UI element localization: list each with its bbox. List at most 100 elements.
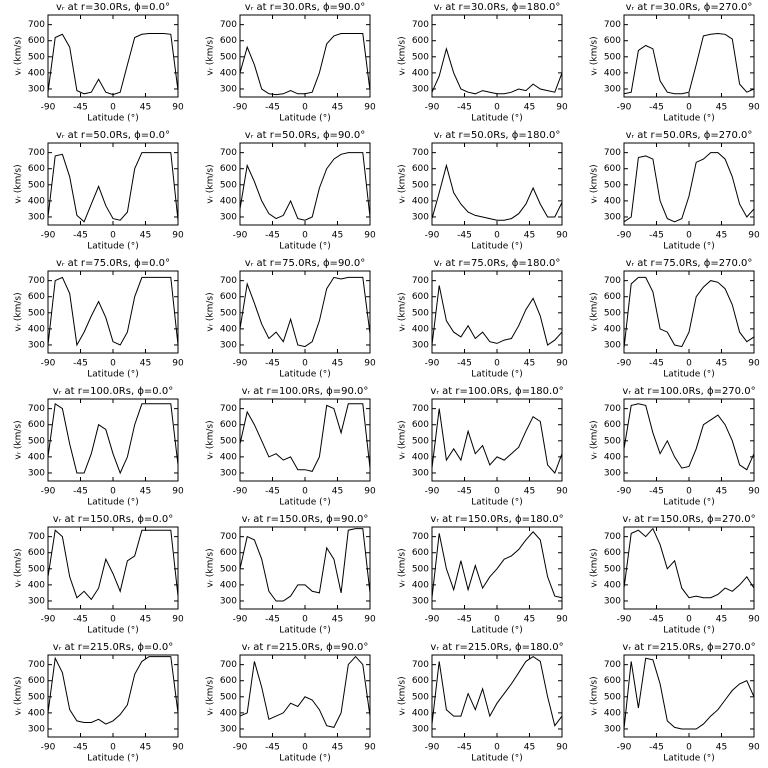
x-tick-label: 45 xyxy=(524,743,535,753)
y-tick-label: 600 xyxy=(220,676,237,686)
plot-frame xyxy=(239,14,371,98)
x-tick-label: 45 xyxy=(140,231,151,241)
y-tick-label: 600 xyxy=(604,164,621,174)
data-line xyxy=(239,655,371,728)
panel-title: vᵣ at r=30.0Rs, ϕ=90.0° xyxy=(245,2,365,13)
x-tick-label: 90 xyxy=(172,103,184,113)
y-tick-label: 700 xyxy=(28,532,45,542)
y-tick-label: 700 xyxy=(412,276,429,286)
x-tick-label: 45 xyxy=(716,487,727,497)
x-tick-label: -45 xyxy=(457,487,472,497)
y-tick-label: 700 xyxy=(604,20,621,30)
x-tick-label: 90 xyxy=(364,615,376,625)
y-tick-label: 300 xyxy=(412,596,429,606)
x-tick-label: -45 xyxy=(649,487,664,497)
x-tick-label: 45 xyxy=(524,103,535,113)
x-tick-label: -45 xyxy=(457,231,472,241)
x-axis-label: Latitude (°) xyxy=(471,754,522,764)
y-tick-label: 500 xyxy=(604,52,621,62)
x-tick-label: 45 xyxy=(524,487,535,497)
y-tick-label: 400 xyxy=(28,324,45,334)
x-tick-label: -90 xyxy=(233,359,248,369)
y-tick-label: 300 xyxy=(28,724,45,734)
y-tick-label: 400 xyxy=(28,708,45,718)
y-tick-label: 700 xyxy=(604,404,621,414)
y-axis-label: vᵣ (km/s) xyxy=(206,420,216,459)
y-tick-label: 600 xyxy=(28,164,45,174)
y-tick-label: 700 xyxy=(220,532,237,542)
y-tick-label: 500 xyxy=(604,436,621,446)
x-tick-label: 45 xyxy=(140,487,151,497)
y-tick-label: 500 xyxy=(604,692,621,702)
x-tick-label: 0 xyxy=(110,103,116,113)
x-tick-label: -90 xyxy=(41,359,56,369)
x-tick-label: -90 xyxy=(41,743,56,753)
y-axis-label: vᵣ (km/s) xyxy=(14,548,24,587)
x-axis-label: Latitude (°) xyxy=(471,626,522,636)
x-tick-label: -45 xyxy=(73,231,88,241)
y-tick-label: 700 xyxy=(604,532,621,542)
y-axis-label: vᵣ (km/s) xyxy=(590,420,600,459)
y-tick-label: 300 xyxy=(220,340,237,350)
y-tick-label: 300 xyxy=(604,212,621,222)
data-line xyxy=(239,33,371,96)
x-tick-label: 90 xyxy=(364,487,376,497)
y-tick-label: 700 xyxy=(28,660,45,670)
y-tick-label: 400 xyxy=(604,580,621,590)
y-tick-label: 700 xyxy=(412,660,429,670)
x-axis-label: Latitude (°) xyxy=(663,114,714,124)
x-tick-label: 45 xyxy=(332,231,343,241)
data-line xyxy=(47,656,179,725)
x-axis-label: Latitude (°) xyxy=(279,626,330,636)
x-tick-label: 90 xyxy=(748,615,760,625)
x-axis-label: Latitude (°) xyxy=(279,114,330,124)
y-axis-label: vᵣ (km/s) xyxy=(590,548,600,587)
x-tick-label: -90 xyxy=(617,103,632,113)
data-line xyxy=(239,403,371,472)
plot-frame xyxy=(431,14,563,98)
y-tick-label: 400 xyxy=(220,68,237,78)
plot-frame xyxy=(623,654,755,738)
x-tick-label: -45 xyxy=(73,359,88,369)
data-line xyxy=(239,276,371,348)
x-tick-label: 0 xyxy=(302,103,308,113)
data-line xyxy=(623,276,755,349)
x-tick-label: 90 xyxy=(556,615,568,625)
y-tick-label: 600 xyxy=(28,36,45,46)
y-axis-label: vᵣ (km/s) xyxy=(206,292,216,331)
x-tick-label: 90 xyxy=(172,743,184,753)
y-tick-label: 300 xyxy=(28,84,45,94)
y-tick-label: 500 xyxy=(220,436,237,446)
x-tick-label: 45 xyxy=(716,231,727,241)
plot-frame xyxy=(47,14,179,98)
y-tick-label: 500 xyxy=(604,564,621,574)
plot-frame xyxy=(239,654,371,738)
x-tick-label: -90 xyxy=(41,487,56,497)
y-tick-label: 500 xyxy=(220,564,237,574)
y-axis-label: vᵣ (km/s) xyxy=(398,36,408,75)
x-axis-label: Latitude (°) xyxy=(279,754,330,764)
y-axis-label: vᵣ (km/s) xyxy=(14,164,24,203)
panel-title: vᵣ at r=100.0Rs, ϕ=180.0° xyxy=(430,386,563,397)
y-axis-label: vᵣ (km/s) xyxy=(590,164,600,203)
y-tick-label: 500 xyxy=(220,692,237,702)
x-axis-label: Latitude (°) xyxy=(663,754,714,764)
x-tick-label: 0 xyxy=(110,743,116,753)
x-tick-label: 90 xyxy=(364,743,376,753)
panel-title: vᵣ at r=75.0Rs, ϕ=0.0° xyxy=(56,258,170,269)
y-tick-label: 600 xyxy=(604,548,621,558)
x-tick-label: -45 xyxy=(265,615,280,625)
x-tick-label: -90 xyxy=(233,487,248,497)
x-tick-label: 0 xyxy=(110,615,116,625)
x-axis-label: Latitude (°) xyxy=(87,754,138,764)
y-tick-label: 300 xyxy=(28,468,45,478)
x-axis-label: Latitude (°) xyxy=(87,114,138,124)
x-tick-label: -90 xyxy=(617,487,632,497)
x-axis-label: Latitude (°) xyxy=(279,242,330,252)
y-tick-label: 600 xyxy=(604,36,621,46)
y-tick-label: 300 xyxy=(412,340,429,350)
x-tick-label: -45 xyxy=(73,615,88,625)
x-tick-label: -90 xyxy=(425,487,440,497)
y-axis-label: vᵣ (km/s) xyxy=(590,36,600,75)
